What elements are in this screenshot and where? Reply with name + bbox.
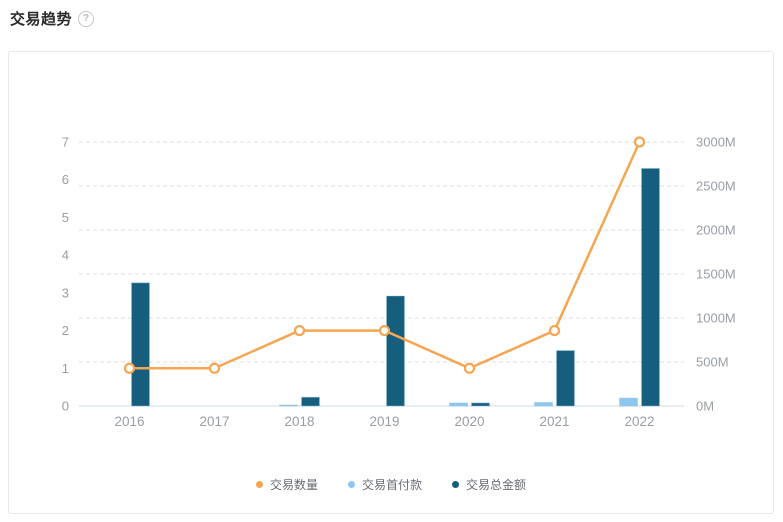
point-count[interactable] [633, 136, 646, 148]
help-icon[interactable]: ? [78, 10, 95, 27]
page-header: 交易趋势 ? [10, 8, 95, 29]
point-count[interactable] [293, 324, 306, 337]
x-axis-label: 2021 [539, 414, 569, 429]
legend-item-down-payment[interactable]: 交易首付款 [347, 476, 422, 493]
bar-total-amount[interactable] [301, 396, 320, 407]
legend-item-total-amount[interactable]: 交易总金额 [452, 476, 526, 493]
right-axis-tick: 2500M [696, 179, 736, 194]
right-axis-tick: 1500M [696, 267, 736, 282]
bar-down-payment[interactable] [534, 401, 553, 407]
chart-legend: 交易数量 交易首付款 交易总金额 [9, 476, 773, 493]
right-axis-tick: 3000M [696, 135, 736, 150]
x-axis-label: 2019 [369, 414, 399, 429]
left-axis-tick: 4 [62, 248, 69, 263]
legend-label: 交易数量 [269, 478, 318, 492]
bar-total-amount[interactable] [641, 167, 660, 407]
right-axis-tick: 0M [696, 399, 714, 414]
left-axis-tick: 1 [62, 361, 69, 376]
point-count[interactable] [378, 324, 391, 337]
chart-card: 0 1 2 3 4 5 6 7 0M 500M 1000M 1500M 2000M 2500M 3000M 2… [8, 51, 774, 514]
bar-total-amount[interactable] [131, 282, 150, 407]
x-axis-label: 2017 [199, 414, 229, 429]
x-axis-label: 2020 [454, 414, 484, 429]
bar-total-amount[interactable] [556, 350, 575, 407]
x-axis-label: 2022 [624, 414, 654, 429]
point-count[interactable] [548, 324, 561, 337]
point-count[interactable] [463, 362, 476, 374]
legend-dot-count [255, 481, 263, 488]
legend-dot-total-amount [452, 481, 459, 488]
x-axis-label: 2016 [114, 414, 144, 429]
legend-item-count[interactable]: 交易数量 [255, 476, 318, 493]
x-axis-label: 2018 [284, 414, 314, 429]
point-count[interactable] [123, 362, 136, 374]
legend-label: 交易首付款 [361, 478, 422, 492]
right-axis-tick: 500M [696, 355, 729, 370]
right-axis-tick: 1000M [696, 311, 736, 326]
left-axis-tick: 2 [62, 323, 69, 338]
bar-down-payment[interactable] [449, 402, 468, 407]
left-axis-tick: 6 [62, 172, 69, 187]
bar-total-amount[interactable] [386, 295, 405, 407]
bar-down-payment[interactable] [619, 397, 638, 407]
left-axis-tick: 7 [62, 135, 69, 150]
legend-dot-down-payment [347, 481, 355, 488]
bar-total-amount[interactable] [471, 402, 490, 407]
page-title: 交易趋势 [10, 11, 73, 28]
left-axis-tick: 3 [62, 285, 69, 300]
legend-label: 交易总金额 [466, 478, 527, 492]
trend-chart: 0 1 2 3 4 5 6 7 0M 500M 1000M 1500M 2000M 2500M 3000M 2… [62, 135, 736, 430]
left-axis-tick: 0 [62, 399, 69, 414]
left-axis-tick: 5 [62, 210, 69, 225]
bar-down-payment[interactable] [279, 404, 298, 407]
point-count[interactable] [208, 362, 221, 374]
right-axis-tick: 2000M [696, 223, 736, 238]
